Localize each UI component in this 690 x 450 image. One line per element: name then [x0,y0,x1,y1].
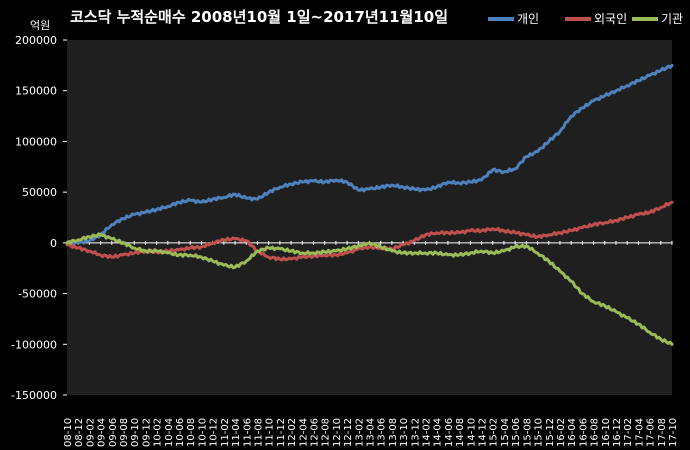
legend-label: 기관 [661,12,683,26]
y-tick-label: -100000 [11,338,57,351]
chart-title: 코스닥 누적순매수 2008년10월 1일~2017년11월10일 [70,8,448,26]
x-tick-label: 09-08 [119,418,130,447]
x-tick-label: 16-06 [578,418,589,447]
legend: 개인 외국인 기관 [488,12,683,26]
x-tick-label: 13-10 [399,418,410,447]
x-tick-label: 17-06 [646,418,657,447]
x-tick-label: 15-06 [511,418,522,447]
x-tick-label: 14-12 [478,418,489,447]
x-tick-label: 15-10 [534,418,545,447]
x-tick-label: 08-10 [63,418,74,447]
x-tick-label: 09-12 [141,418,152,447]
series-line [65,63,674,246]
x-tick-label: 12-12 [343,418,354,447]
legend-label: 외국인 [594,12,627,26]
x-tick-label: 14-10 [466,418,477,447]
x-tick-label: 12-10 [332,418,343,447]
x-tick-label: 13-02 [354,418,365,447]
x-tick-label: 15-08 [522,418,533,447]
y-axis: 200000 150000 100000 50000 0 -50000 -100000 -15… [11,34,67,402]
plot-area [67,40,672,395]
x-tick-label: 16-10 [601,418,612,447]
x-tick-label: 16-02 [556,418,567,447]
y-tick-label: 200000 [15,34,57,47]
series-line [65,200,674,262]
x-tick-label: 13-04 [366,418,377,447]
x-tick-label: 11-08 [253,418,264,447]
x-tick-label: 11-06 [242,418,253,447]
x-tick-label: 14-04 [433,418,444,447]
x-tick-label: 10-04 [164,418,175,447]
x-tick-label: 11-10 [265,418,276,447]
x-tick-label: 17-02 [623,418,634,447]
x-tick-label: 11-04 [231,418,242,447]
x-tick-label: 12-06 [309,418,320,447]
x-tick-label: 09-02 [85,418,96,447]
x-tick-label: 15-04 [500,418,511,447]
legend-label: 개인 [517,12,539,26]
x-tick-label: 10-08 [186,418,197,447]
x-tick-label: 16-12 [612,418,623,447]
x-tick-label: 17-08 [657,418,668,447]
x-tick-label: 09-06 [108,418,119,447]
x-tick-label: 16-04 [567,418,578,447]
x-tick-label: 10-10 [197,418,208,447]
x-tick-label: 10-02 [153,418,164,447]
x-tick-label: 12-02 [287,418,298,447]
x-tick-label: 12-04 [298,418,309,447]
x-tick-label: 17-10 [668,418,679,447]
x-tick-label: 14-06 [444,418,455,447]
x-tick-label: 10-06 [175,418,186,447]
x-tick-label: 13-12 [410,418,421,447]
y-tick-label: 100000 [15,135,57,148]
x-tick-label: 10-12 [209,418,220,447]
x-axis: 08-10 08-12 09-02 09-04 09-06 09-08 09-10 09-12… [63,240,679,447]
x-tick-label: 13-06 [377,418,388,447]
y-tick-label: 50000 [22,186,57,199]
y-tick-label: -150000 [11,389,57,402]
y-tick-label: 150000 [15,85,57,98]
series-line [65,232,674,346]
x-tick-label: 11-02 [220,418,231,447]
x-tick-label: 08-12 [74,418,85,447]
x-tick-label: 12-08 [321,418,332,447]
x-tick-label: 15-12 [545,418,556,447]
x-tick-label: 15-02 [489,418,500,447]
y-axis-label: 억원 [30,19,50,32]
x-tick-label: 09-10 [130,418,141,447]
x-tick-label: 14-08 [455,418,466,447]
x-tick-label: 09-04 [97,418,108,447]
x-tick-label: 17-04 [634,418,645,447]
x-tick-label: 14-02 [422,418,433,447]
y-tick-label: -50000 [18,288,57,301]
x-tick-label: 13-08 [388,418,399,447]
series-group [65,63,674,346]
x-tick-label: 16-08 [590,418,601,447]
x-tick-label: 11-12 [276,418,287,447]
y-tick-label: 0 [50,237,57,250]
